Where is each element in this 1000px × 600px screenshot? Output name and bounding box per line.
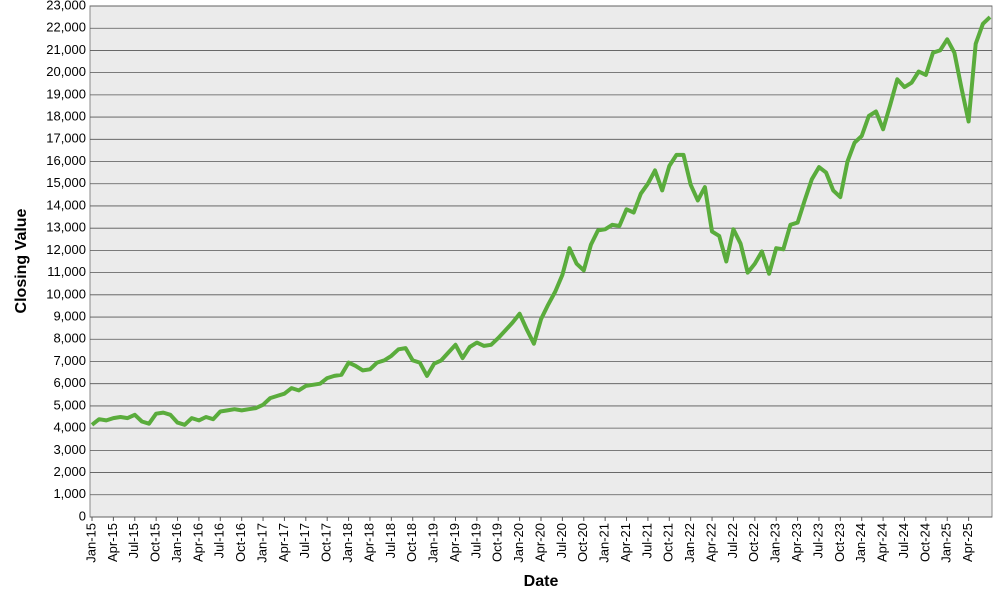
x-tick-label: Oct-22 <box>746 523 761 562</box>
x-tick-label: Apr-25 <box>960 523 975 562</box>
x-tick-label: Jan-25 <box>939 523 954 563</box>
x-tick-label: Apr-21 <box>618 523 633 562</box>
x-tick-label: Jul-17 <box>297 523 312 558</box>
x-tick-label: Apr-20 <box>532 523 547 562</box>
x-axis-title: Date <box>524 573 559 590</box>
x-tick-label: Jan-16 <box>169 523 184 563</box>
x-tick-label: Oct-24 <box>917 523 932 562</box>
y-tick-label: 16,000 <box>46 153 86 168</box>
x-tick-label: Oct-23 <box>832 523 847 562</box>
y-tick-label: 6,000 <box>53 375 86 390</box>
x-tick-label: Jan-18 <box>340 523 355 563</box>
x-tick-label: Jul-19 <box>468 523 483 558</box>
y-tick-label: 0 <box>79 508 86 523</box>
y-tick-label: 3,000 <box>53 442 86 457</box>
y-tick-label: 4,000 <box>53 420 86 435</box>
y-tick-label: 10,000 <box>46 286 86 301</box>
x-tick-label: Jul-18 <box>383 523 398 558</box>
y-tick-label: 21,000 <box>46 42 86 57</box>
y-tick-label: 11,000 <box>47 264 86 279</box>
plot-area <box>89 5 993 518</box>
y-tick-label: 7,000 <box>53 353 86 368</box>
y-tick-label: 19,000 <box>46 86 86 101</box>
x-tick-label: Apr-17 <box>276 523 291 562</box>
y-tick-label: 17,000 <box>46 131 86 146</box>
x-tick-label: Jan-22 <box>682 523 697 563</box>
y-tick-label: 2,000 <box>53 464 86 479</box>
x-tick-label: Jan-20 <box>511 523 526 563</box>
y-tick-label: 1,000 <box>53 486 86 501</box>
y-tick-label: 18,000 <box>46 109 86 124</box>
y-tick-label: 15,000 <box>46 175 86 190</box>
x-tick-label: Jan-23 <box>768 523 783 563</box>
y-tick-label: 12,000 <box>46 242 86 257</box>
x-tick-label: Oct-18 <box>404 523 419 562</box>
x-tick-label: Oct-16 <box>233 523 248 562</box>
series-line <box>90 15 992 427</box>
x-tick-label: Jul-20 <box>554 523 569 558</box>
x-tick-label: Apr-22 <box>703 523 718 562</box>
y-tick-label: 13,000 <box>46 220 86 235</box>
y-tick-label: 22,000 <box>46 20 86 35</box>
x-tick-label: Oct-17 <box>319 523 334 562</box>
x-tick-label: Apr-15 <box>105 523 120 562</box>
x-tick-label: Jan-24 <box>853 523 868 563</box>
x-tick-label: Jul-24 <box>896 523 911 558</box>
y-tick-label: 20,000 <box>46 64 86 79</box>
x-tick-label: Jul-15 <box>126 523 141 558</box>
x-tick-label: Jan-21 <box>597 523 612 563</box>
x-tick-label: Jan-19 <box>426 523 441 563</box>
x-tick-label: Apr-24 <box>875 523 890 562</box>
y-tick-label: 14,000 <box>46 197 86 212</box>
x-tick-label: Jan-15 <box>83 523 98 563</box>
x-tick-label: Oct-19 <box>490 523 505 562</box>
y-tick-label: 5,000 <box>53 397 86 412</box>
x-tick-label: Jul-16 <box>212 523 227 558</box>
x-tick-label: Apr-16 <box>190 523 205 562</box>
x-tick-label: Apr-18 <box>361 523 376 562</box>
x-tick-label: Jul-23 <box>810 523 825 558</box>
x-tick-label: Oct-15 <box>148 523 163 562</box>
x-tick-label: Jan-17 <box>254 523 269 563</box>
y-tick-label: 23,000 <box>46 0 86 12</box>
y-axis-title: Closing Value <box>13 208 30 313</box>
x-tick-label: Oct-21 <box>661 523 676 562</box>
x-tick-label: Oct-20 <box>575 523 590 562</box>
x-tick-label: Apr-19 <box>447 523 462 562</box>
y-tick-label: 8,000 <box>53 331 86 346</box>
x-tick-label: Apr-23 <box>789 523 804 562</box>
x-tick-label: Jul-22 <box>725 523 740 558</box>
x-tick-label: Jul-21 <box>639 523 654 558</box>
y-tick-label: 9,000 <box>53 308 86 323</box>
